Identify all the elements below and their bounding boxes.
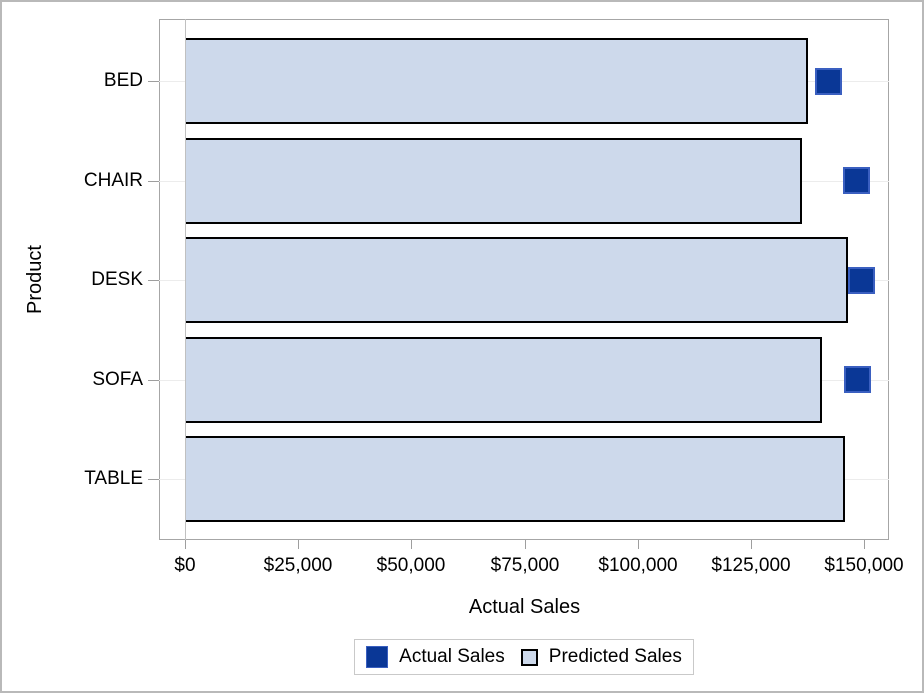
x-axis-tick-label: $100,000 bbox=[598, 555, 678, 576]
legend-label-actual-sales: Actual Sales bbox=[399, 646, 505, 667]
x-zero-baseline bbox=[185, 19, 186, 540]
y-axis-tick bbox=[148, 280, 159, 281]
y-axis-tick-label: TABLE bbox=[84, 468, 143, 489]
marker-actual-sales bbox=[843, 167, 870, 194]
marker-actual-sales bbox=[848, 267, 875, 294]
legend-item-predicted-sales: Predicted Sales bbox=[520, 646, 682, 668]
x-axis-tick-label: $150,000 bbox=[824, 555, 904, 576]
bar-predicted-sales bbox=[185, 336, 822, 423]
y-axis-tick bbox=[148, 379, 159, 381]
x-axis-tick-label: $75,000 bbox=[490, 555, 560, 576]
x-axis-tick bbox=[185, 540, 186, 549]
y-axis-tick bbox=[148, 81, 159, 82]
bar-predicted-sales bbox=[185, 436, 845, 522]
legend-row: Actual Sales Predicted Sales bbox=[159, 639, 889, 675]
bar-predicted-sales bbox=[185, 237, 848, 323]
y-axis-tick-label: DESK bbox=[91, 269, 143, 290]
marker-actual-sales bbox=[844, 366, 871, 393]
x-axis-tick bbox=[525, 540, 526, 549]
x-axis-tick bbox=[638, 540, 639, 549]
x-axis-tick-label: $125,000 bbox=[711, 555, 791, 576]
legend-label-predicted-sales: Predicted Sales bbox=[548, 646, 682, 667]
y-axis-tick-label: SOFA bbox=[92, 368, 143, 390]
x-axis-tick-label: $25,000 bbox=[263, 555, 333, 576]
x-axis-title: Actual Sales bbox=[468, 596, 581, 618]
plot-area bbox=[159, 19, 889, 540]
bar-predicted-sales bbox=[185, 38, 808, 124]
x-axis-tick-label: $50,000 bbox=[376, 555, 446, 576]
x-axis-tick bbox=[751, 540, 752, 549]
bar-predicted-sales bbox=[185, 137, 802, 224]
x-axis-tick-label: $0 bbox=[174, 555, 196, 576]
y-axis-tick bbox=[148, 180, 159, 182]
legend-swatch-actual-sales-icon bbox=[366, 646, 389, 668]
marker-actual-sales bbox=[815, 68, 842, 95]
legend-swatch-predicted-sales-icon bbox=[520, 648, 538, 666]
y-axis-tick bbox=[148, 479, 159, 480]
legend-item-actual-sales: Actual Sales bbox=[366, 646, 505, 668]
x-axis-tick bbox=[411, 540, 412, 549]
x-axis-tick bbox=[864, 540, 865, 549]
y-axis-tick-label: CHAIR bbox=[83, 169, 143, 191]
legend: Actual Sales Predicted Sales bbox=[354, 639, 694, 675]
x-axis-tick bbox=[298, 540, 299, 549]
y-axis-tick-label: BED bbox=[103, 70, 143, 91]
